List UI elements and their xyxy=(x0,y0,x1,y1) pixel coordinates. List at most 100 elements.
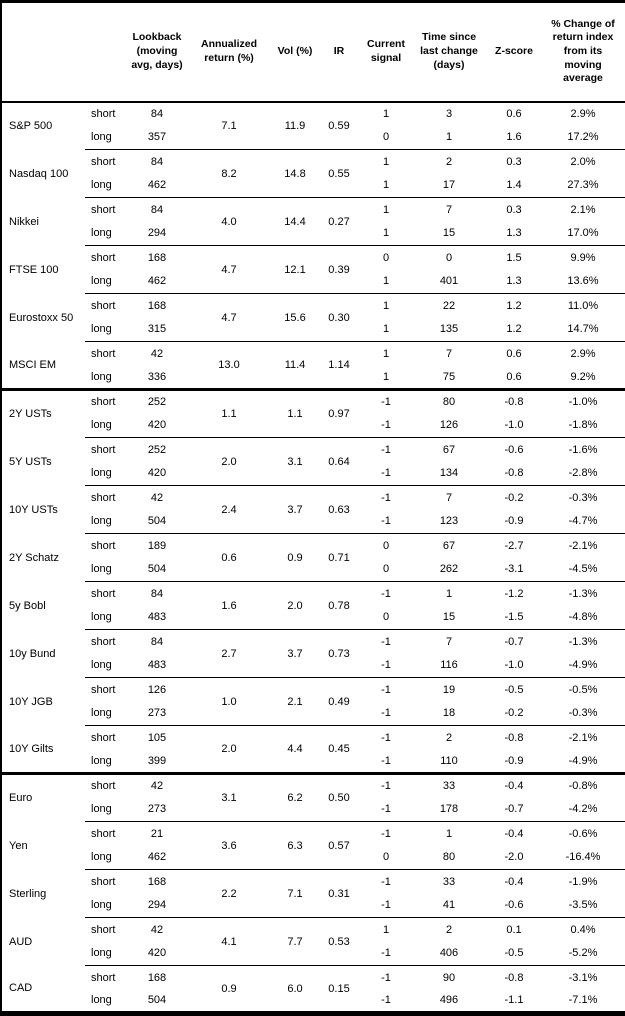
annualized-return-value: 2.0 xyxy=(185,725,273,775)
z-score-value: 1.2 xyxy=(506,299,522,312)
asset-name: Yen xyxy=(9,839,28,852)
time-since-value: 1 xyxy=(445,827,453,840)
signal-value: -1 xyxy=(361,989,411,1014)
vol-value: 7.7 xyxy=(273,917,317,966)
annualized-return-value: 7.1 xyxy=(185,101,273,150)
lookback-value: 399 xyxy=(129,749,185,775)
leg-label: short xyxy=(91,491,116,504)
ir-value: 0.45 xyxy=(317,725,361,775)
asset-group: 10Y JGB short 126 1.0 2.1 0.49 -1 19 -0.5 -0.5% lo… xyxy=(1,677,625,726)
table-row: Nikkei short 84 4.0 14.4 0.27 1 7 0.3 2.1% xyxy=(1,197,625,246)
table-row: long 336 1 75 0.6 9.2% xyxy=(1,365,625,391)
leg-label: long xyxy=(85,413,129,438)
pct-change-value: -0.6% xyxy=(568,827,598,840)
signal-value: -1 xyxy=(381,971,391,984)
lookback-value: 168 xyxy=(147,299,167,312)
table-row: 10y Bund short 84 2.7 3.7 0.73 -1 7 -0.7 -1.3% xyxy=(1,629,625,678)
annualized-return-value: 1.1 xyxy=(185,389,273,438)
table-row: Euro short 42 3.1 6.2 0.50 -1 33 -0.4 -0.8% xyxy=(1,773,625,822)
signal-value: 1 xyxy=(382,203,390,216)
pct-change-value: 13.6% xyxy=(541,269,625,294)
signal-value: -1 xyxy=(361,461,411,486)
ir-value: 0.49 xyxy=(317,677,361,726)
lookback-value: 357 xyxy=(129,125,185,150)
leg-label: short xyxy=(91,827,116,840)
annualized-return-value: 0.6 xyxy=(185,533,273,582)
time-since-value: 134 xyxy=(411,461,487,486)
table-row: long 504 0 262 -3.1 -4.5% xyxy=(1,557,625,582)
z-score-value: -0.2 xyxy=(504,491,524,504)
pct-change-value: 9.2% xyxy=(541,365,625,391)
z-score-value: 0.1 xyxy=(506,923,522,936)
pct-change-value: 0.4% xyxy=(570,923,596,936)
table-row: long 504 -1 123 -0.9 -4.7% xyxy=(1,509,625,534)
signal-value: 1 xyxy=(382,155,390,168)
signal-value: 0 xyxy=(361,125,411,150)
time-since-value: 135 xyxy=(411,317,487,342)
z-score-value: -0.9 xyxy=(487,509,541,534)
signal-value: -1 xyxy=(381,827,391,840)
leg-label: long xyxy=(85,461,129,486)
vol-value: 3.1 xyxy=(273,437,317,486)
vol-value: 12.1 xyxy=(273,245,317,294)
z-score-value: -0.8 xyxy=(504,971,524,984)
vol-value: 6.3 xyxy=(273,821,317,870)
leg-label: short xyxy=(91,683,116,696)
leg-label: long xyxy=(85,701,129,726)
table-row: long 483 -1 116 -1.0 -4.9% xyxy=(1,653,625,678)
table-row: CAD short 168 0.9 6.0 0.15 -1 90 -0.8 -3.1% xyxy=(1,965,625,1014)
table-row: Eurostoxx 50 short 168 4.7 15.6 0.30 1 22 1.2 11.… xyxy=(1,293,625,342)
asset-group: S&P 500 short 84 7.1 11.9 0.59 1 3 0.6 2.9% long 35… xyxy=(1,101,625,150)
time-since-value: 7 xyxy=(445,491,453,504)
annualized-return-value: 8.2 xyxy=(185,149,273,198)
z-score-value: -2.7 xyxy=(504,539,524,552)
table-row: Yen short 21 3.6 6.3 0.57 -1 1 -0.4 -0.6% xyxy=(1,821,625,870)
asset-name: 5Y USTs xyxy=(9,455,52,468)
annualized-return-value: 3.1 xyxy=(185,773,273,822)
pct-change-value: -1.0% xyxy=(568,396,598,409)
z-score-value: -0.5 xyxy=(487,941,541,966)
lookback-value: 462 xyxy=(129,173,185,198)
leg-label: long xyxy=(85,605,129,630)
leg-label: short xyxy=(91,108,116,120)
asset-name: 10Y Gilts xyxy=(1,725,85,775)
vol-value: 11.4 xyxy=(273,341,317,391)
asset-name: 5y Bobl xyxy=(9,599,46,612)
ir-value: 0.59 xyxy=(317,101,361,150)
z-score-value: 1.3 xyxy=(487,221,541,246)
z-score-value: -1.0 xyxy=(487,413,541,438)
signal-value: 1 xyxy=(361,269,411,294)
z-score-value: 1.2 xyxy=(487,317,541,342)
asset-name: 2Y USTs xyxy=(9,408,52,421)
lookback-value: 84 xyxy=(150,203,164,216)
pct-change-value: 14.7% xyxy=(541,317,625,342)
lookback-value: 84 xyxy=(150,635,164,648)
z-score-value: -0.8 xyxy=(487,461,541,486)
asset-group: 10Y Gilts short 105 2.0 4.4 0.45 -1 2 -0.8 -2.1% l… xyxy=(1,725,625,775)
lookback-value: 336 xyxy=(129,365,185,391)
leg-label: long xyxy=(85,989,129,1014)
time-since-value: 19 xyxy=(442,683,456,696)
signal-value: -1 xyxy=(381,635,391,648)
leg-label: short xyxy=(91,539,116,552)
vol-value: 7.1 xyxy=(273,869,317,918)
time-since-value: 496 xyxy=(411,989,487,1014)
lookback-value: 420 xyxy=(129,941,185,966)
signal-value: -1 xyxy=(381,683,391,696)
leg-label: long xyxy=(85,269,129,294)
z-score-value: -0.4 xyxy=(504,780,524,793)
signal-value: 1 xyxy=(382,108,390,120)
lookback-value: 252 xyxy=(147,443,167,456)
pct-change-value: -1.8% xyxy=(541,413,625,438)
z-score-value: -0.7 xyxy=(504,635,524,648)
table-row: Nasdaq 100 short 84 8.2 14.8 0.55 1 2 0.3 2.0% xyxy=(1,149,625,198)
time-since-value: 33 xyxy=(442,780,456,793)
table-header: Lookback (moving avg, days) Annualized r… xyxy=(1,1,625,103)
leg-label: short xyxy=(91,731,116,744)
table-row: 10Y Gilts short 105 2.0 4.4 0.45 -1 2 -0.8 -2.1% xyxy=(1,725,625,775)
asset-name: Euro xyxy=(9,792,33,805)
leg-label: long xyxy=(85,221,129,246)
z-score-value: 0.6 xyxy=(506,108,522,120)
asset-name: 2Y Schatz xyxy=(9,551,59,564)
